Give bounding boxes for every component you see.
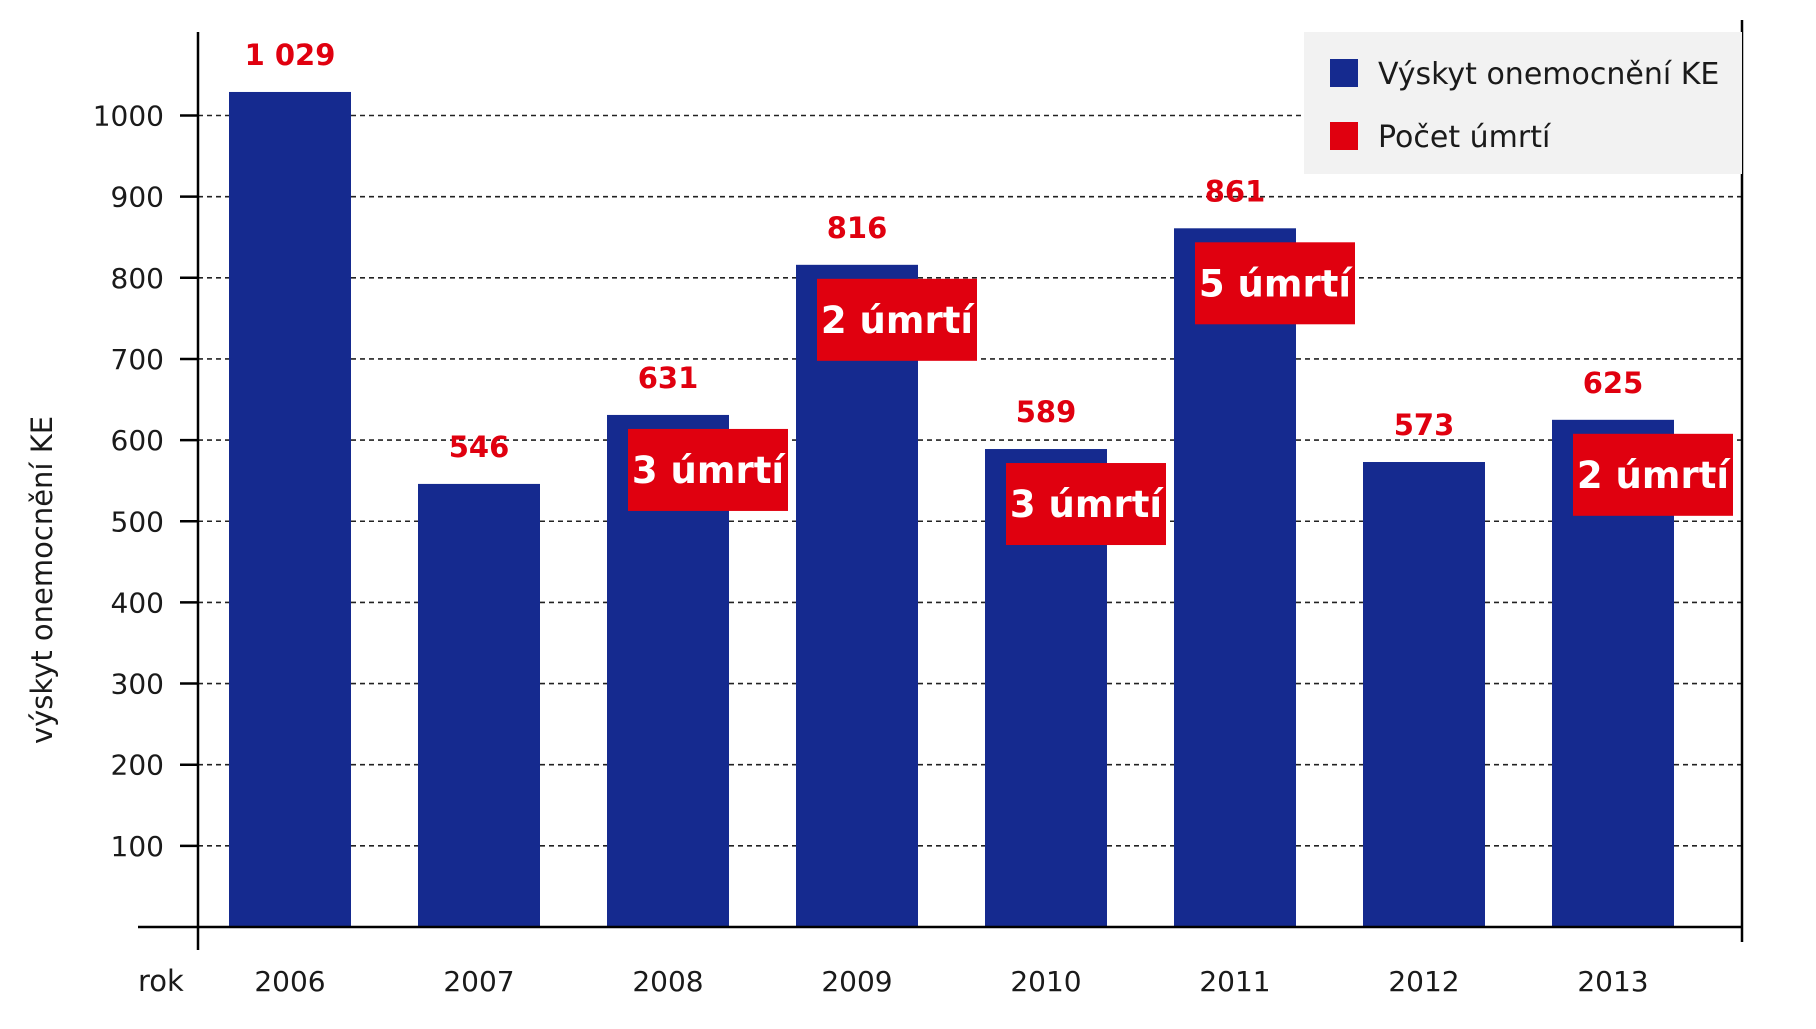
death-count-box <box>1006 463 1166 546</box>
legend-label-incidence: Výskyt onemocnění KE <box>1378 57 1719 92</box>
death-count-label: 3 úmrtí <box>632 449 786 492</box>
y-tick-label: 600 <box>111 424 164 457</box>
death-count-box <box>628 428 788 511</box>
bar-value-label: 589 <box>1016 395 1077 429</box>
x-tick-label: 2011 <box>1199 965 1270 998</box>
legend: Výskyt onemocnění KE Počet úmrtí <box>1304 32 1742 174</box>
y-tick-label: 400 <box>111 586 164 619</box>
y-tick-label: 900 <box>111 181 164 214</box>
x-tick-label: 2012 <box>1388 965 1459 998</box>
legend-label-deaths: Počet úmrtí <box>1378 120 1552 155</box>
bar-value-label: 625 <box>1583 366 1644 400</box>
legend-swatch-deaths <box>1330 122 1358 150</box>
bar-value-label: 1 029 <box>245 38 336 72</box>
y-tick-label: 1000 <box>93 100 164 133</box>
x-tick-labels: 2006 2007 2008 2009 2010 2011 2012 2013 <box>254 965 1648 998</box>
x-tick-label: 2010 <box>1010 965 1081 998</box>
x-tick-label: 2007 <box>443 965 514 998</box>
x-tick-label: 2008 <box>632 965 703 998</box>
bar-incidence <box>229 91 351 928</box>
bar-value-label: 631 <box>638 361 699 395</box>
x-tick-label: 2013 <box>1577 965 1648 998</box>
x-axis-title: rok <box>138 964 184 998</box>
death-count-box <box>1195 242 1355 325</box>
death-count-box <box>1573 433 1733 516</box>
y-tick-label: 100 <box>111 830 164 863</box>
y-axis-title: výskyt onemocnění KE <box>25 416 59 744</box>
bar-incidence <box>1363 462 1485 927</box>
y-tick-label: 800 <box>111 262 164 295</box>
y-tick-label: 700 <box>111 343 164 376</box>
bar-value-label: 861 <box>1205 174 1266 208</box>
y-tick-label: 300 <box>111 668 164 701</box>
gridlines <box>180 114 1742 848</box>
y-tick-labels: 100 200 300 400 500 600 700 800 900 1000 <box>93 100 164 863</box>
death-count-box <box>817 278 977 361</box>
legend-background <box>1304 32 1742 174</box>
y-tick-label: 200 <box>111 749 164 782</box>
incidence-bars <box>229 91 1674 928</box>
bar-value-label: 546 <box>449 430 510 464</box>
bar-incidence <box>418 483 540 927</box>
x-tick-label: 2009 <box>821 965 892 998</box>
death-count-label: 2 úmrtí <box>821 299 975 342</box>
bar-incidence <box>796 264 918 927</box>
value-labels: 1 029 546 631 816 589 861 573 625 <box>245 38 1644 464</box>
x-tick-label: 2006 <box>254 965 325 998</box>
death-count-label: 2 úmrtí <box>1577 454 1731 497</box>
y-tick-label: 500 <box>111 505 164 538</box>
bar-value-label: 573 <box>1394 408 1455 442</box>
bar-incidence <box>1174 228 1296 928</box>
legend-swatch-incidence <box>1330 59 1358 87</box>
death-count-label: 3 úmrtí <box>1010 483 1164 526</box>
bar-value-label: 816 <box>827 211 888 245</box>
death-count-label: 5 úmrtí <box>1199 262 1353 305</box>
death-count-boxes: 3 úmrtí 2 úmrtí 3 úmrtí 5 úmrtí 2 úmrtí <box>628 242 1733 546</box>
